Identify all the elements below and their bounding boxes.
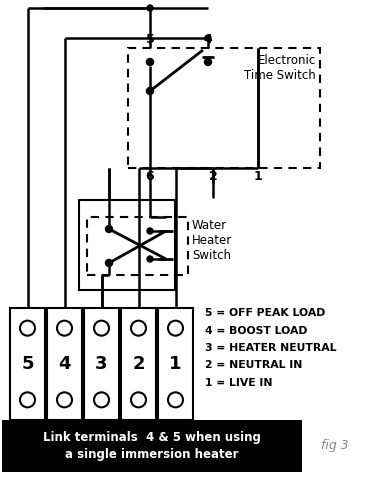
Text: 4: 4	[58, 355, 71, 373]
Text: 5 = OFF PEAK LOAD: 5 = OFF PEAK LOAD	[205, 308, 325, 318]
Text: 3: 3	[95, 355, 108, 373]
Text: Link terminals  4 & 5 when using
a single immersion heater: Link terminals 4 & 5 when using a single…	[43, 431, 261, 461]
Text: 1: 1	[253, 170, 262, 183]
Bar	[2, 420, 302, 472]
Bar	[47, 308, 82, 420]
Circle shape	[105, 260, 112, 266]
Text: 4 = BOOST LOAD: 4 = BOOST LOAD	[205, 325, 307, 336]
Circle shape	[105, 226, 112, 232]
Text: 2 = NEUTRAL IN: 2 = NEUTRAL IN	[205, 360, 302, 371]
Circle shape	[205, 35, 211, 41]
Bar	[84, 308, 119, 420]
Text: 5: 5	[21, 355, 34, 373]
Bar	[121, 308, 156, 420]
Circle shape	[147, 5, 153, 11]
Bar	[10, 308, 45, 420]
Text: Water
Heater
Switch: Water Heater Switch	[192, 219, 232, 262]
Bar	[79, 200, 175, 290]
Circle shape	[147, 59, 154, 65]
Circle shape	[147, 256, 153, 262]
Text: fig 3: fig 3	[321, 440, 349, 453]
Text: 5: 5	[146, 33, 154, 46]
Text: Electronic
Time Switch: Electronic Time Switch	[244, 54, 316, 82]
Circle shape	[205, 59, 212, 65]
Text: 4: 4	[204, 33, 212, 46]
Bar	[158, 308, 193, 420]
Text: 1 = LIVE IN: 1 = LIVE IN	[205, 378, 272, 388]
Text: 2: 2	[209, 170, 218, 183]
Circle shape	[147, 87, 154, 95]
Bar	[87, 217, 188, 275]
Text: 3 = HEATER NEUTRAL: 3 = HEATER NEUTRAL	[205, 343, 336, 353]
Bar	[128, 48, 320, 168]
Text: 6: 6	[146, 170, 154, 183]
Text: 1: 1	[169, 355, 182, 373]
Circle shape	[147, 228, 153, 234]
Text: 2: 2	[132, 355, 145, 373]
